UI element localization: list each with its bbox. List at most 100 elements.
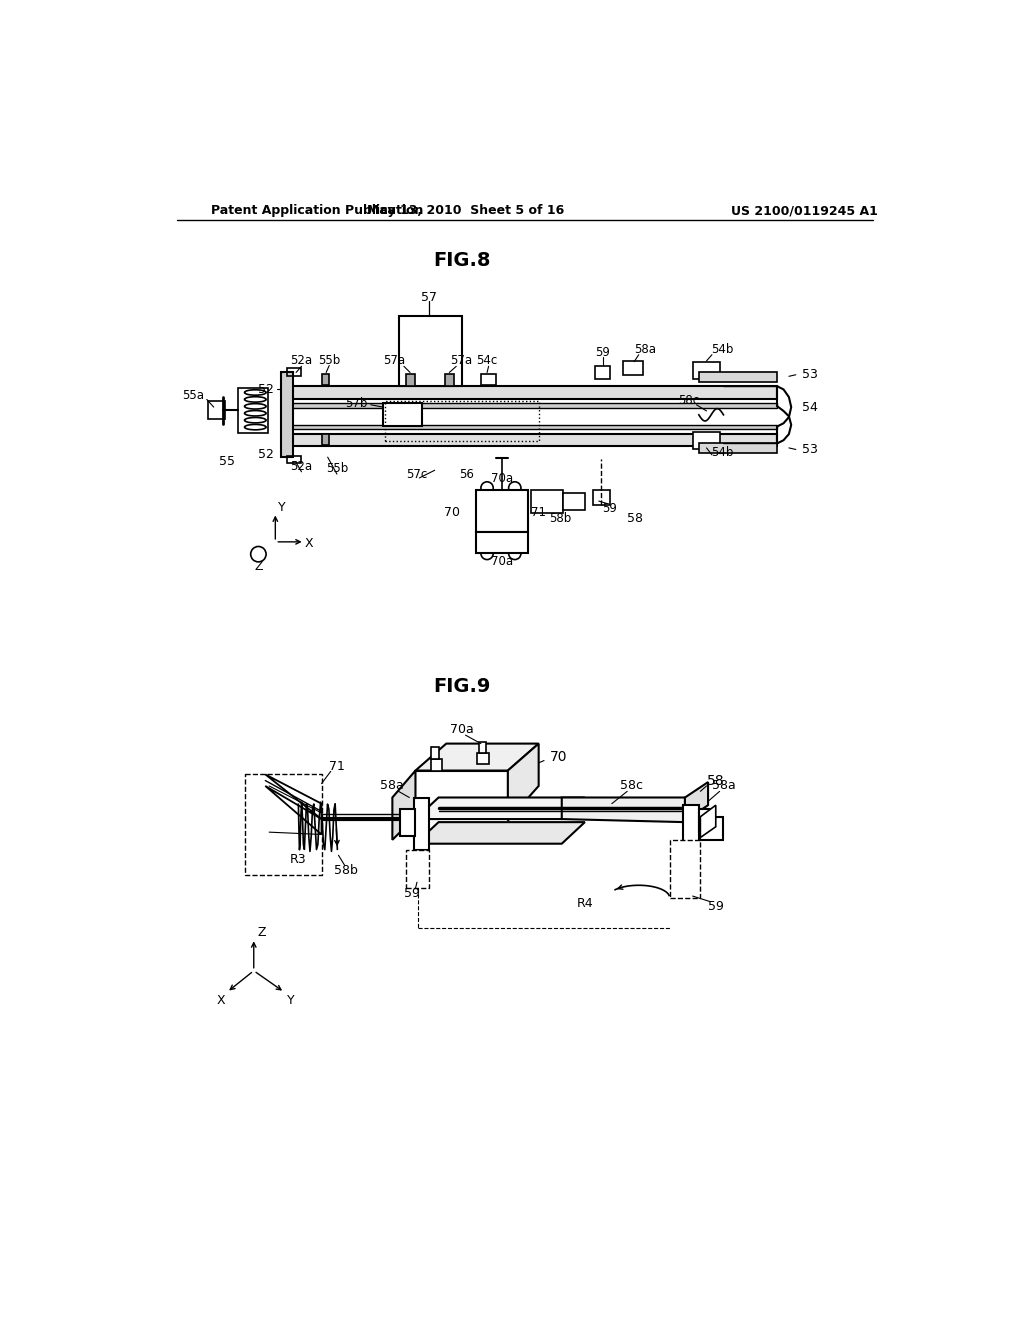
Polygon shape bbox=[477, 752, 488, 763]
Text: 57a: 57a bbox=[383, 354, 404, 367]
Polygon shape bbox=[431, 747, 438, 759]
Text: 58c: 58c bbox=[620, 779, 643, 792]
Text: 57: 57 bbox=[421, 290, 437, 304]
Polygon shape bbox=[416, 822, 585, 843]
Bar bbox=[670, 840, 700, 898]
Bar bbox=[475, 532, 528, 553]
Text: 58c: 58c bbox=[678, 395, 698, 408]
Bar bbox=[289, 434, 777, 446]
Bar bbox=[624, 360, 643, 375]
Bar bbox=[692, 363, 720, 379]
Circle shape bbox=[251, 546, 266, 562]
Text: 70: 70 bbox=[444, 506, 460, 519]
Text: May 13, 2010  Sheet 5 of 16: May 13, 2010 Sheet 5 of 16 bbox=[367, 205, 564, 218]
Text: X: X bbox=[305, 537, 313, 550]
Polygon shape bbox=[700, 805, 716, 838]
Text: 53: 53 bbox=[802, 444, 818, 455]
Bar bbox=[289, 387, 777, 399]
Text: 56: 56 bbox=[460, 467, 474, 480]
Text: Y: Y bbox=[287, 994, 295, 1007]
Text: 58b: 58b bbox=[549, 512, 571, 525]
Text: 52a: 52a bbox=[291, 459, 312, 473]
Text: 55: 55 bbox=[218, 454, 234, 467]
Polygon shape bbox=[392, 771, 416, 840]
Bar bbox=[700, 817, 724, 840]
Bar bbox=[383, 404, 422, 426]
Text: 70: 70 bbox=[550, 751, 567, 764]
Text: 71: 71 bbox=[531, 506, 546, 519]
Text: R4: R4 bbox=[577, 898, 593, 911]
Bar bbox=[595, 367, 610, 379]
Text: 70a: 70a bbox=[490, 473, 513, 486]
Text: US 2100/0119245 A1: US 2100/0119245 A1 bbox=[731, 205, 878, 218]
Bar bbox=[281, 372, 293, 457]
Text: 58b: 58b bbox=[334, 865, 358, 878]
Bar bbox=[698, 372, 777, 381]
Text: 57a: 57a bbox=[451, 354, 473, 367]
Text: 58: 58 bbox=[627, 512, 643, 525]
Text: Patent Application Publication: Patent Application Publication bbox=[211, 205, 424, 218]
Circle shape bbox=[481, 548, 494, 560]
Bar bbox=[289, 425, 777, 429]
Polygon shape bbox=[265, 775, 322, 818]
Polygon shape bbox=[416, 797, 585, 818]
Bar bbox=[322, 374, 330, 385]
Text: 57c: 57c bbox=[407, 467, 428, 480]
Text: 70a: 70a bbox=[450, 723, 473, 737]
Text: 57b: 57b bbox=[345, 397, 368, 409]
Bar bbox=[407, 850, 429, 888]
Bar bbox=[698, 444, 777, 453]
Text: 53: 53 bbox=[802, 368, 818, 381]
Bar bbox=[692, 432, 720, 449]
Text: 55b: 55b bbox=[326, 462, 348, 475]
Text: 58: 58 bbox=[707, 774, 725, 788]
Bar bbox=[481, 374, 497, 385]
Polygon shape bbox=[508, 743, 539, 821]
Bar bbox=[385, 401, 539, 441]
Bar bbox=[208, 401, 224, 420]
Text: 59: 59 bbox=[403, 887, 420, 900]
Bar bbox=[444, 374, 454, 387]
Polygon shape bbox=[478, 742, 486, 752]
Text: R3: R3 bbox=[290, 853, 307, 866]
Circle shape bbox=[509, 548, 521, 560]
Text: Z: Z bbox=[258, 925, 266, 939]
Text: FIG.8: FIG.8 bbox=[433, 251, 490, 271]
Polygon shape bbox=[431, 759, 442, 771]
Text: 52: 52 bbox=[258, 449, 273, 462]
Polygon shape bbox=[265, 785, 322, 834]
Bar bbox=[322, 434, 330, 445]
Polygon shape bbox=[698, 809, 714, 832]
Text: 54b: 54b bbox=[711, 343, 733, 356]
Bar bbox=[287, 455, 301, 463]
Text: 59: 59 bbox=[602, 502, 616, 515]
Polygon shape bbox=[414, 797, 429, 850]
Polygon shape bbox=[416, 743, 539, 771]
Text: 59: 59 bbox=[708, 900, 724, 913]
Text: 58a: 58a bbox=[381, 779, 404, 792]
Text: 54b: 54b bbox=[711, 446, 733, 459]
Text: 58a: 58a bbox=[634, 343, 656, 356]
Bar bbox=[398, 317, 462, 385]
Text: Z: Z bbox=[254, 560, 262, 573]
Polygon shape bbox=[400, 809, 416, 836]
Polygon shape bbox=[306, 812, 312, 822]
Bar bbox=[593, 490, 609, 506]
Text: 55a: 55a bbox=[182, 389, 205, 403]
Circle shape bbox=[509, 482, 521, 494]
Text: 58a: 58a bbox=[712, 779, 735, 792]
Polygon shape bbox=[562, 797, 685, 822]
Bar bbox=[475, 490, 528, 532]
Text: 52: 52 bbox=[258, 383, 273, 396]
Text: 71: 71 bbox=[329, 760, 345, 774]
Polygon shape bbox=[416, 771, 508, 817]
Bar bbox=[531, 490, 563, 512]
Bar bbox=[563, 494, 585, 511]
Text: 54c: 54c bbox=[476, 354, 498, 367]
Polygon shape bbox=[683, 805, 698, 842]
Text: 55b: 55b bbox=[318, 354, 340, 367]
Bar bbox=[407, 374, 416, 387]
Circle shape bbox=[481, 482, 494, 494]
Text: X: X bbox=[216, 994, 225, 1007]
Bar bbox=[287, 368, 301, 376]
